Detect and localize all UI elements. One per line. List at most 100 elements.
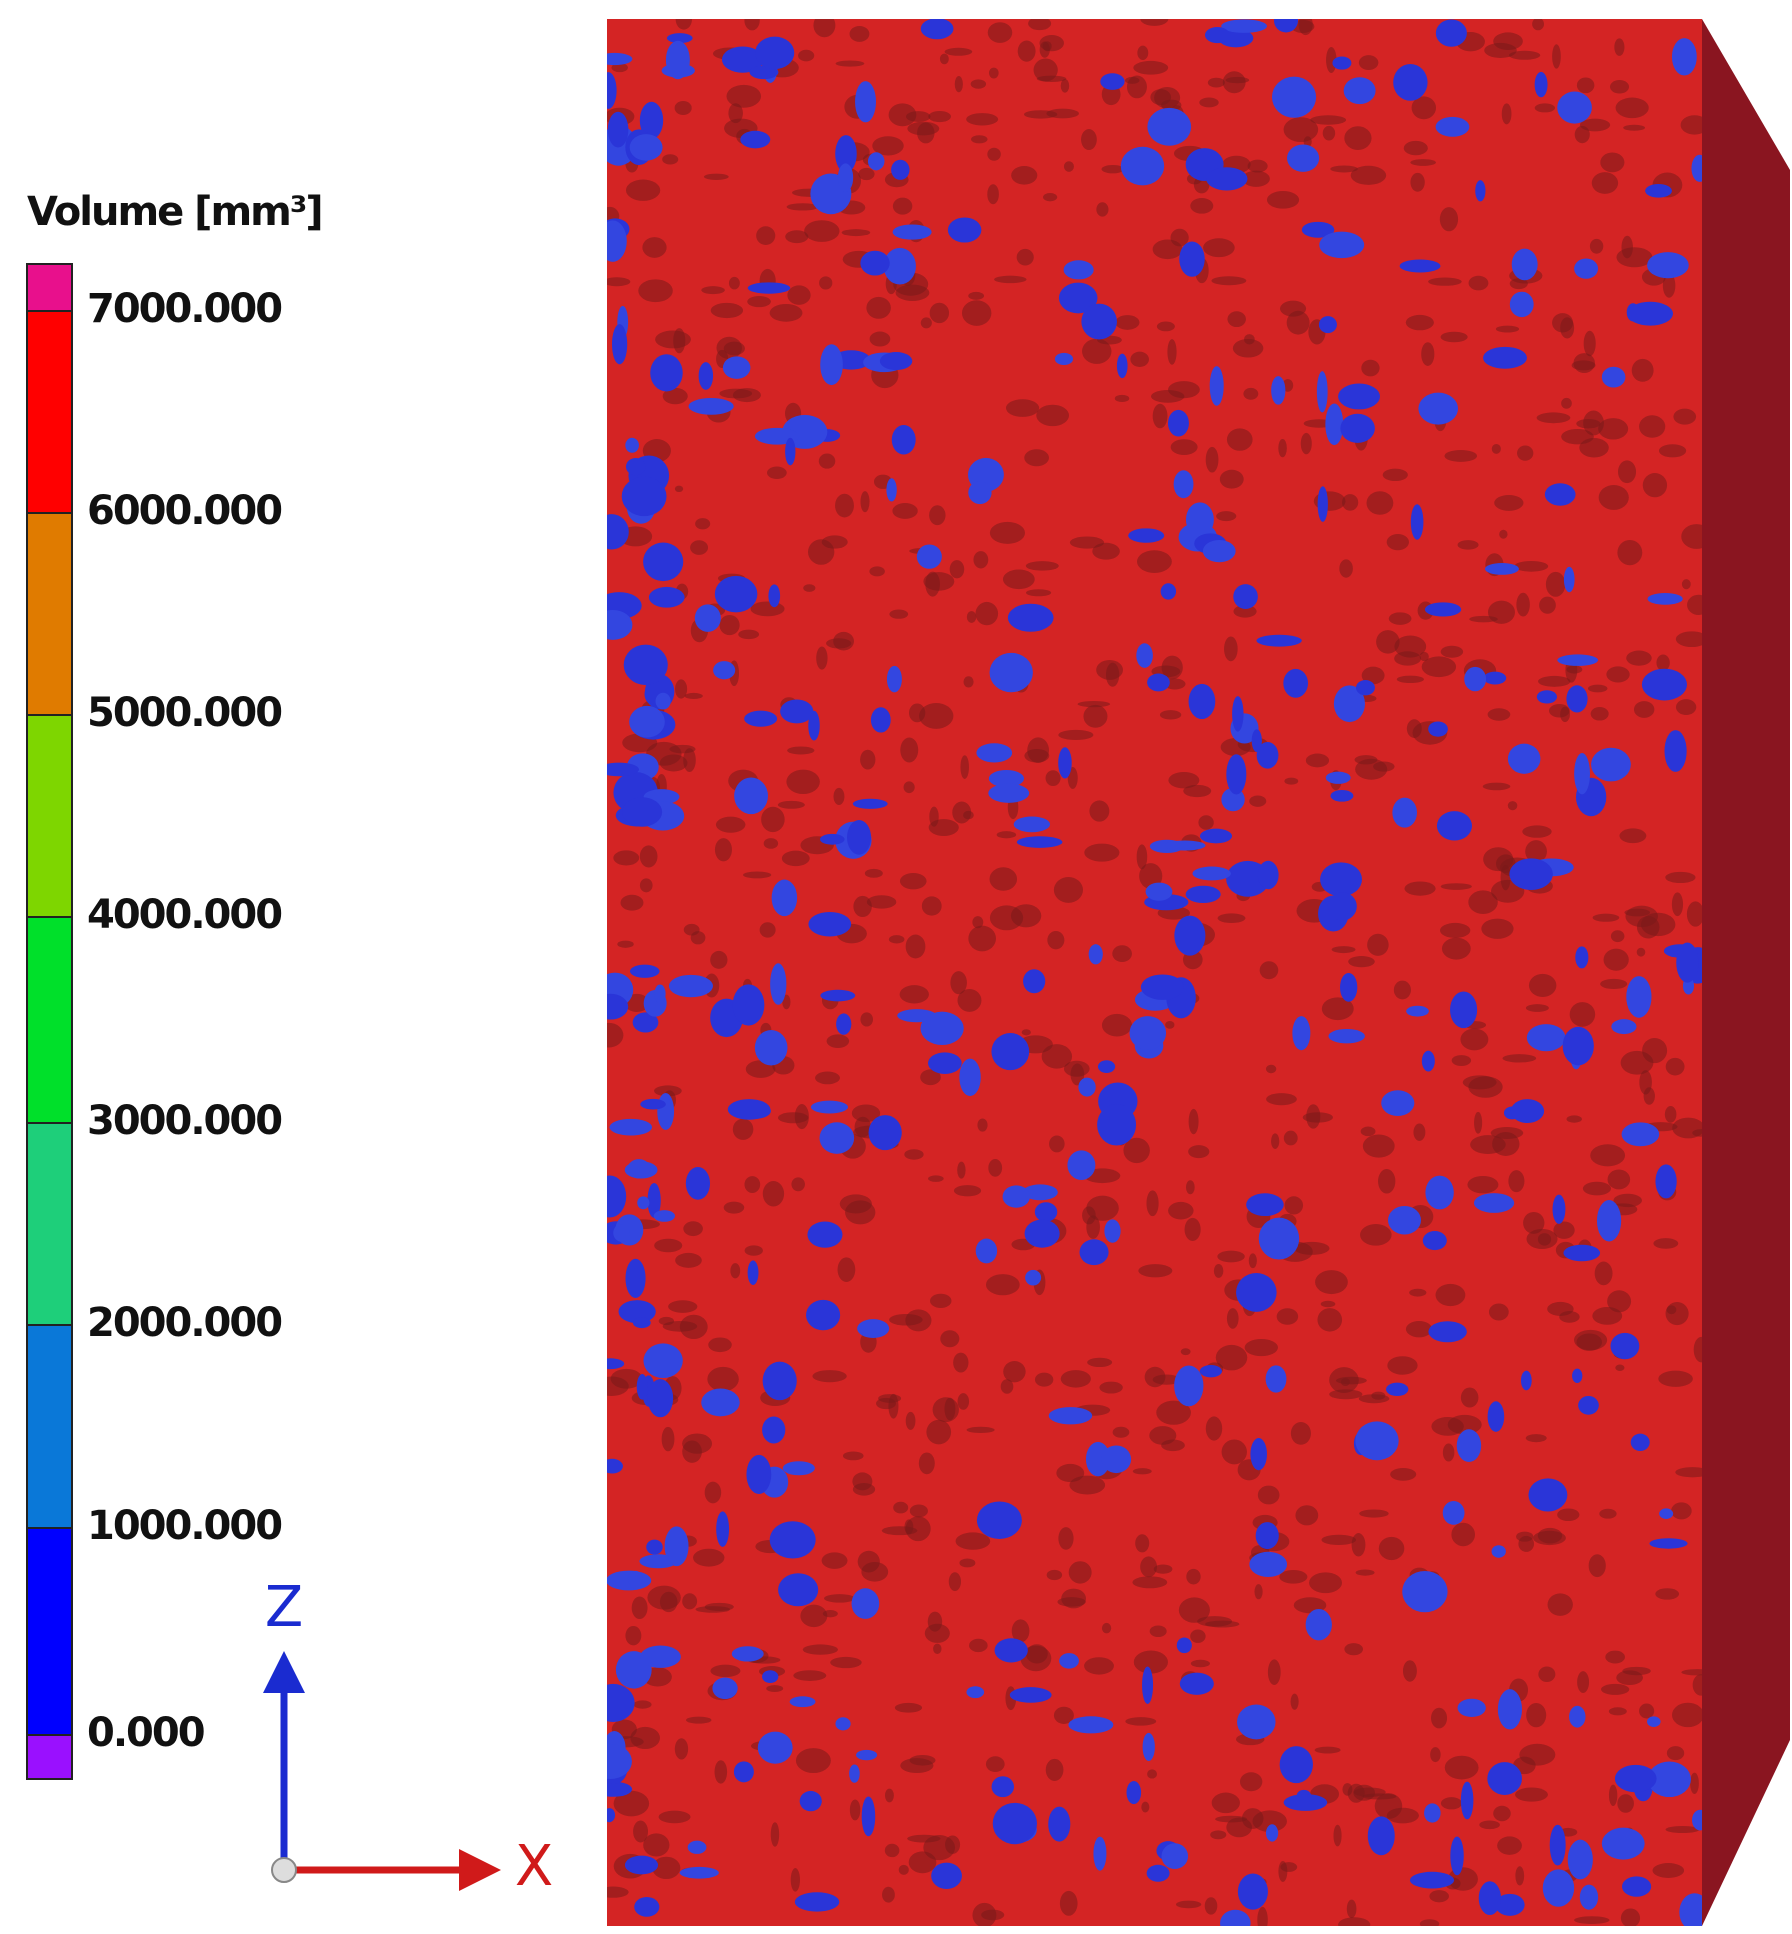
grain-boundary [1205, 446, 1219, 473]
pore [1579, 1884, 1599, 1910]
pore [835, 1717, 851, 1731]
pore [732, 984, 765, 1026]
pore [1409, 1871, 1455, 1889]
grain-boundary [1233, 605, 1257, 618]
grain-boundary [1692, 1129, 1702, 1137]
grain-boundary [1041, 1044, 1073, 1069]
grain-boundary [824, 1594, 856, 1603]
grain-boundary [1358, 55, 1379, 71]
grain-boundary [1588, 1554, 1606, 1578]
grain-boundary [1205, 1620, 1240, 1628]
grain-boundary [895, 284, 930, 301]
grain-boundary [1378, 1168, 1396, 1194]
grain-boundary [1309, 1572, 1343, 1594]
grain-boundary [1577, 1671, 1590, 1693]
pore [1435, 19, 1467, 47]
grain-boundary [1516, 1531, 1534, 1542]
colorbar-segment [26, 512, 73, 716]
pore [769, 1521, 816, 1559]
grain-boundary [1042, 41, 1052, 52]
pore [1160, 583, 1177, 600]
grain-boundary [1460, 1028, 1489, 1051]
pore [879, 352, 913, 371]
pore [1457, 1698, 1486, 1717]
pore [632, 1012, 659, 1033]
grain-boundary [761, 806, 785, 833]
grain-boundary [684, 692, 703, 700]
grain-boundary [975, 601, 999, 626]
grain-boundary [852, 1472, 873, 1491]
grain-boundary [1347, 1783, 1365, 1803]
pore [1054, 352, 1074, 366]
grain-boundary [675, 1252, 702, 1268]
grain-boundary [907, 1834, 941, 1843]
grain-boundary [782, 994, 791, 1010]
grain-boundary [1690, 1772, 1699, 1794]
pore [1199, 828, 1233, 844]
grain-boundary [1300, 432, 1312, 455]
pore [1460, 1781, 1474, 1820]
grain-boundary [1681, 1669, 1702, 1676]
pore [1406, 1005, 1429, 1017]
grain-boundary [1545, 571, 1566, 597]
pore [1279, 1746, 1313, 1784]
grain-boundary [851, 1104, 881, 1122]
pore [1484, 563, 1519, 575]
grain-boundary [973, 551, 989, 569]
pore [1068, 1716, 1114, 1734]
pore [768, 584, 781, 608]
grain-boundary [1693, 1336, 1702, 1363]
grain-boundary [674, 485, 684, 493]
grain-boundary [1016, 248, 1034, 266]
pore [782, 1461, 815, 1476]
grain-boundary [1317, 1308, 1343, 1332]
grain-boundary [989, 867, 1018, 891]
pore [1343, 77, 1376, 105]
grain-boundary [1081, 129, 1097, 151]
grain-boundary [884, 1788, 894, 1803]
pore [1355, 680, 1375, 696]
pore [632, 1317, 651, 1329]
grain-boundary [686, 1716, 712, 1724]
grain-boundary [1059, 1890, 1078, 1916]
pore [647, 1182, 661, 1218]
grain-boundary [849, 25, 870, 42]
grain-boundary [715, 816, 746, 833]
grain-boundary [1112, 1426, 1130, 1438]
grain-boundary [1057, 1597, 1086, 1607]
pore [1237, 1873, 1268, 1910]
pore [976, 743, 1013, 763]
pore [647, 1379, 674, 1418]
grain-boundary [728, 276, 740, 290]
grain-boundary [730, 1263, 741, 1279]
grain-boundary [1161, 655, 1183, 680]
pore [1128, 528, 1165, 543]
pore [1691, 1809, 1702, 1831]
grain-boundary [1587, 684, 1608, 693]
grain-boundary [1247, 159, 1268, 173]
pore [1386, 1382, 1409, 1397]
colorbar-segment [26, 1324, 73, 1529]
pore [1456, 1429, 1482, 1463]
grain-boundary [872, 136, 904, 156]
pore [1249, 1551, 1288, 1577]
grain-boundary [1314, 1746, 1341, 1754]
grain-boundary [888, 935, 905, 944]
grain-boundary [747, 296, 771, 308]
grain-boundary [1360, 1224, 1392, 1246]
grain-boundary [1607, 1169, 1631, 1190]
grain-boundary [625, 179, 661, 201]
grain-boundary [662, 1320, 698, 1332]
grain-boundary [1532, 19, 1544, 31]
grain-boundary [701, 286, 725, 295]
grain-boundary [818, 453, 836, 469]
pore [747, 282, 791, 294]
grain-boundary [1056, 1463, 1085, 1483]
grain-boundary [1315, 1270, 1348, 1295]
pore [1557, 91, 1592, 124]
grain-boundary [1077, 700, 1111, 708]
pore [771, 879, 798, 917]
grain-boundary [1491, 443, 1501, 454]
grain-boundary [1125, 76, 1140, 84]
pore [698, 362, 714, 390]
